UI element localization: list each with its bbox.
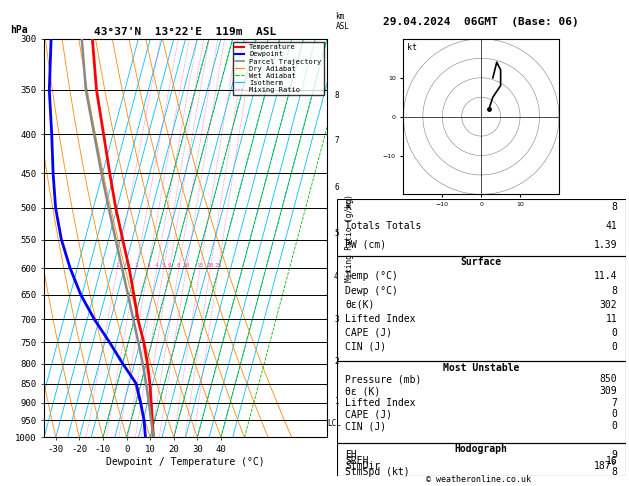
Text: StmSpd (kt): StmSpd (kt) xyxy=(345,467,410,477)
Text: StmDir: StmDir xyxy=(345,461,381,471)
Text: 2: 2 xyxy=(334,357,338,366)
Text: 16: 16 xyxy=(606,455,617,466)
Text: Hodograph: Hodograph xyxy=(455,444,508,454)
Text: EH: EH xyxy=(345,450,357,460)
Text: 302: 302 xyxy=(599,299,617,310)
Bar xyxy=(337,256,626,361)
Text: CAPE (J): CAPE (J) xyxy=(345,328,392,338)
Text: Most Unstable: Most Unstable xyxy=(443,363,520,373)
Text: 5: 5 xyxy=(162,263,165,268)
Text: Mixing Ratio (g/kg): Mixing Ratio (g/kg) xyxy=(345,194,354,282)
Text: 10: 10 xyxy=(182,263,190,268)
Text: 0: 0 xyxy=(611,421,617,431)
Text: 0: 0 xyxy=(611,342,617,352)
X-axis label: Dewpoint / Temperature (°C): Dewpoint / Temperature (°C) xyxy=(106,457,265,467)
Text: 29.04.2024  06GMT  (Base: 06): 29.04.2024 06GMT (Base: 06) xyxy=(383,17,579,27)
Text: 4: 4 xyxy=(155,263,159,268)
Text: 2: 2 xyxy=(135,263,138,268)
Text: PW (cm): PW (cm) xyxy=(345,240,386,250)
Text: 3: 3 xyxy=(334,315,338,324)
Text: 850: 850 xyxy=(599,374,617,384)
Text: 8: 8 xyxy=(611,202,617,212)
Text: CIN (J): CIN (J) xyxy=(345,421,386,431)
Text: 7: 7 xyxy=(334,136,338,145)
Text: θε(K): θε(K) xyxy=(345,299,375,310)
Text: 1.39: 1.39 xyxy=(594,240,617,250)
Text: 6: 6 xyxy=(334,183,338,192)
Text: 0: 0 xyxy=(611,328,617,338)
Text: hPa: hPa xyxy=(10,25,28,35)
Text: 8: 8 xyxy=(177,263,181,268)
Text: kt: kt xyxy=(408,43,417,52)
Title: 43°37'N  13°22'E  119m  ASL: 43°37'N 13°22'E 119m ASL xyxy=(94,27,277,37)
Text: 41: 41 xyxy=(606,221,617,231)
Text: Dewp (°C): Dewp (°C) xyxy=(345,285,398,295)
Text: Surface: Surface xyxy=(460,258,502,267)
Text: Temp (°C): Temp (°C) xyxy=(345,272,398,281)
Text: 25: 25 xyxy=(214,263,222,268)
Text: 4: 4 xyxy=(334,272,338,281)
Text: 11.4: 11.4 xyxy=(594,272,617,281)
Text: CAPE (J): CAPE (J) xyxy=(345,409,392,419)
Text: Lifted Index: Lifted Index xyxy=(345,398,416,408)
Text: 5: 5 xyxy=(334,229,338,238)
Text: 9: 9 xyxy=(611,450,617,460)
Text: SREH: SREH xyxy=(345,455,369,466)
Text: 187°: 187° xyxy=(594,461,617,471)
Text: 20: 20 xyxy=(207,263,214,268)
Bar xyxy=(337,361,626,443)
Text: 309: 309 xyxy=(599,386,617,396)
Text: 8: 8 xyxy=(611,467,617,477)
Text: km
ASL: km ASL xyxy=(336,12,350,31)
Bar xyxy=(337,443,626,476)
Bar xyxy=(337,199,626,256)
Text: Pressure (mb): Pressure (mb) xyxy=(345,374,421,384)
Text: CIN (J): CIN (J) xyxy=(345,342,386,352)
Text: 3: 3 xyxy=(147,263,150,268)
Text: 1: 1 xyxy=(334,397,338,406)
Text: 7: 7 xyxy=(611,398,617,408)
Text: 0: 0 xyxy=(611,409,617,419)
Text: 8: 8 xyxy=(334,91,338,100)
Text: 1: 1 xyxy=(115,263,119,268)
Text: © weatheronline.co.uk: © weatheronline.co.uk xyxy=(426,474,530,484)
Text: Totals Totals: Totals Totals xyxy=(345,221,421,231)
Legend: Temperature, Dewpoint, Parcel Trajectory, Dry Adiabat, Wet Adiabat, Isotherm, Mi: Temperature, Dewpoint, Parcel Trajectory… xyxy=(233,42,323,95)
Text: θε (K): θε (K) xyxy=(345,386,381,396)
Text: 11: 11 xyxy=(606,313,617,324)
Text: 15: 15 xyxy=(196,263,204,268)
Text: Lifted Index: Lifted Index xyxy=(345,313,416,324)
Text: 6: 6 xyxy=(168,263,172,268)
Text: 8: 8 xyxy=(611,285,617,295)
Text: K: K xyxy=(345,202,351,212)
Text: LCL: LCL xyxy=(327,419,341,428)
